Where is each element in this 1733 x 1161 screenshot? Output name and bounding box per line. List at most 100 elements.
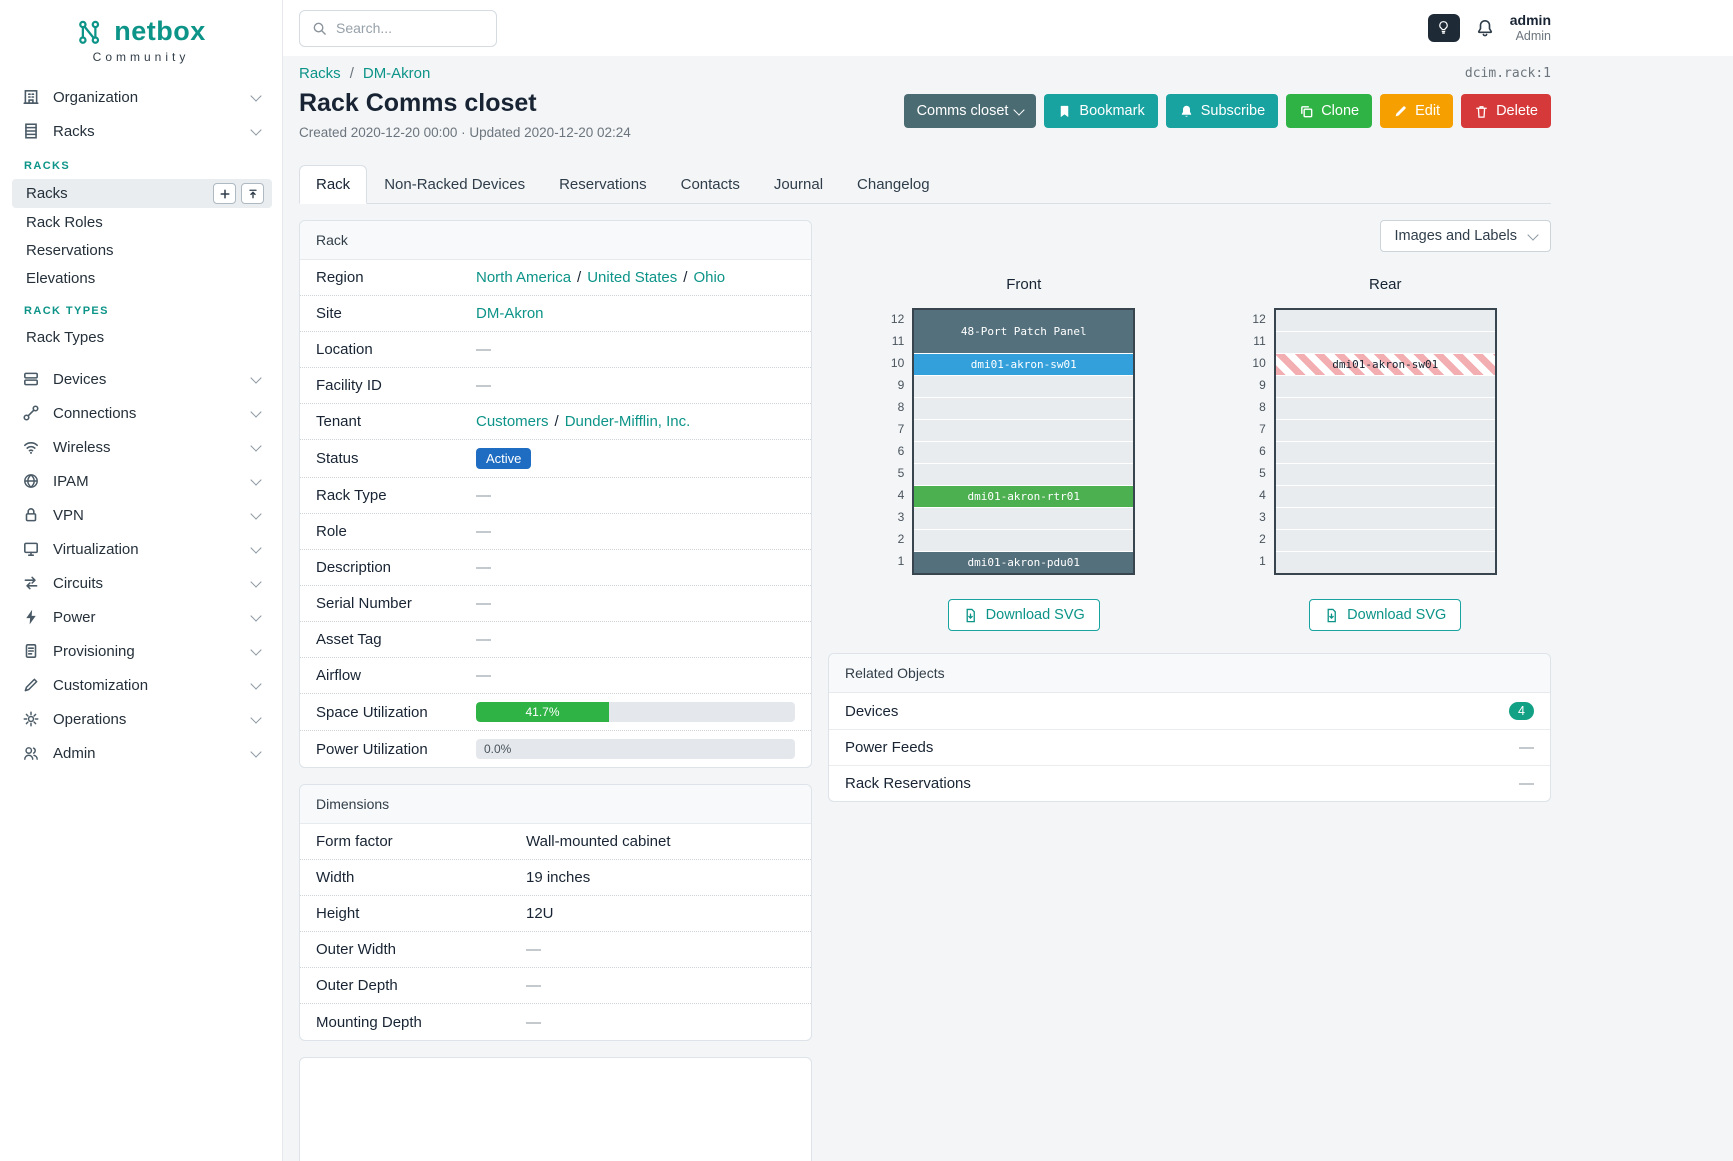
sidebar-item-customization[interactable]: Customization bbox=[12, 668, 272, 702]
related-row-rack-reservations[interactable]: Rack Reservations — bbox=[829, 765, 1550, 801]
rack-unit-empty bbox=[1275, 332, 1495, 353]
chevron-down-icon bbox=[250, 507, 262, 520]
attr-row-rack-type: Rack Type — bbox=[300, 478, 811, 514]
delete-label: Delete bbox=[1496, 103, 1538, 119]
edit-button[interactable]: Edit bbox=[1380, 94, 1454, 128]
rack-unit-device[interactable]: dmi01-akron-pdu01 bbox=[914, 552, 1134, 573]
tenant-link[interactable]: Dunder-Mifflin, Inc. bbox=[564, 413, 691, 430]
tab-rack[interactable]: Rack bbox=[299, 165, 368, 204]
bookmark-label: Bookmark bbox=[1079, 103, 1145, 119]
rack-unit-empty bbox=[1275, 508, 1495, 529]
add-rack-button[interactable] bbox=[213, 183, 236, 204]
notifications-button[interactable] bbox=[1475, 18, 1495, 38]
subscribe-label: Subscribe bbox=[1200, 103, 1266, 119]
rack-unit-device[interactable]: dmi01-akron-sw01 bbox=[914, 354, 1134, 375]
tab-journal[interactable]: Journal bbox=[773, 176, 824, 193]
rack-unit-empty bbox=[914, 464, 1134, 485]
sidebar-item-admin[interactable]: Admin bbox=[12, 736, 272, 770]
unit-number: 9 bbox=[1259, 378, 1266, 392]
related-row-devices[interactable]: Devices 4 bbox=[829, 693, 1550, 729]
tenant-group-link[interactable]: Customers bbox=[476, 413, 549, 430]
wireless-icon bbox=[22, 438, 40, 456]
rack-unit-device[interactable]: dmi01-akron-sw01 bbox=[1275, 354, 1495, 375]
rack-unit-empty bbox=[914, 530, 1134, 551]
sidebar-item-rack-types[interactable]: Rack Types bbox=[12, 324, 272, 351]
sidebar-item-ipam[interactable]: IPAM bbox=[12, 464, 272, 498]
search-icon bbox=[313, 22, 326, 35]
rack-unit-device[interactable]: dmi01-akron-rtr01 bbox=[914, 486, 1134, 507]
sidebar-item-circuits[interactable]: Circuits bbox=[12, 566, 272, 600]
sidebar-item-organization[interactable]: Organization bbox=[12, 80, 272, 114]
download-svg-rear-button[interactable]: Download SVG bbox=[1309, 599, 1462, 631]
sidebar-item-vpn[interactable]: VPN bbox=[12, 498, 272, 532]
bookmark-button[interactable]: Bookmark bbox=[1044, 94, 1158, 128]
user-menu[interactable]: admin Admin bbox=[1510, 12, 1551, 44]
context-dropdown-button[interactable]: Comms closet bbox=[903, 94, 1037, 128]
bookmark-icon bbox=[1061, 105, 1069, 117]
sidebar-item-label: IPAM bbox=[53, 472, 89, 490]
brand[interactable]: netbox Community bbox=[0, 0, 282, 68]
tab-non-racked-devices[interactable]: Non-Racked Devices bbox=[384, 176, 526, 193]
images-and-labels-select[interactable]: Images and Labels bbox=[1380, 220, 1551, 252]
theme-toggle-button[interactable] bbox=[1427, 13, 1460, 42]
unit-number: 2 bbox=[1259, 532, 1266, 546]
sidebar-item-virtualization[interactable]: Virtualization bbox=[12, 532, 272, 566]
breadcrumb: Racks / DM-Akron bbox=[299, 65, 430, 82]
tab-changelog[interactable]: Changelog bbox=[857, 176, 930, 193]
unit-number: 11 bbox=[891, 334, 905, 348]
sidebar-item-elevations[interactable]: Elevations bbox=[12, 265, 272, 292]
sidebar-item-label: Organization bbox=[53, 88, 139, 106]
chevron-down-icon bbox=[250, 711, 262, 724]
import-racks-button[interactable] bbox=[241, 183, 264, 204]
download-svg-front-button[interactable]: Download SVG bbox=[947, 599, 1100, 631]
sidebar-item-wireless[interactable]: Wireless bbox=[12, 430, 272, 464]
site-link[interactable]: DM-Akron bbox=[476, 305, 544, 322]
related-row-power-feeds[interactable]: Power Feeds — bbox=[829, 729, 1550, 765]
sidebar-item-provisioning[interactable]: Provisioning bbox=[12, 634, 272, 668]
power-utilization-bar: 0.0% bbox=[476, 739, 795, 759]
delete-button[interactable]: Delete bbox=[1461, 94, 1551, 128]
lightbulb-icon bbox=[1439, 21, 1449, 35]
page-title: Rack Comms closet bbox=[299, 89, 537, 117]
customization-icon bbox=[22, 676, 40, 694]
sidebar-item-label: Racks bbox=[26, 185, 68, 202]
dimensions-panel: Dimensions Form factor Wall-mounted cabi… bbox=[299, 784, 812, 1041]
sidebar-item-racks-group[interactable]: Racks bbox=[12, 114, 272, 148]
tab-contacts[interactable]: Contacts bbox=[680, 176, 740, 193]
sidebar-item-label: Rack Roles bbox=[26, 214, 103, 231]
download-svg-label: Download SVG bbox=[985, 607, 1085, 623]
unit-number: 12 bbox=[1252, 312, 1266, 326]
racks-icon bbox=[22, 122, 40, 140]
sidebar-item-connections[interactable]: Connections bbox=[12, 396, 272, 430]
unit-number: 6 bbox=[1259, 444, 1266, 458]
sidebar-item-reservations[interactable]: Reservations bbox=[12, 237, 272, 264]
related-row-value: — bbox=[1519, 739, 1534, 756]
brand-name: netbox bbox=[114, 16, 206, 46]
region-link-ohio[interactable]: Ohio bbox=[693, 269, 726, 286]
sidebar-item-operations[interactable]: Operations bbox=[12, 702, 272, 736]
related-row-label: Power Feeds bbox=[845, 739, 934, 756]
search-input[interactable] bbox=[336, 20, 484, 36]
region-link-north-america[interactable]: North America bbox=[476, 269, 572, 286]
region-link-united-states[interactable]: United States bbox=[587, 269, 678, 286]
organization-icon bbox=[22, 88, 40, 106]
sidebar-item-label: Circuits bbox=[53, 574, 104, 592]
breadcrumb-link-racks[interactable]: Racks bbox=[299, 65, 341, 82]
sidebar-item-racks[interactable]: Racks bbox=[12, 179, 272, 208]
clone-button[interactable]: Clone bbox=[1286, 94, 1373, 128]
subscribe-button[interactable]: Subscribe bbox=[1165, 94, 1279, 128]
sidebar-item-power[interactable]: Power bbox=[12, 600, 272, 634]
unit-number: 10 bbox=[1252, 356, 1266, 370]
sidebar-item-devices[interactable]: Devices bbox=[12, 362, 272, 396]
rack-unit-empty bbox=[1275, 464, 1495, 485]
images-and-labels-label: Images and Labels bbox=[1394, 228, 1517, 244]
breadcrumb-separator: / bbox=[349, 65, 354, 82]
sidebar-item-label: Operations bbox=[53, 710, 127, 728]
search-box[interactable] bbox=[299, 9, 497, 47]
sidebar-item-rack-roles[interactable]: Rack Roles bbox=[12, 209, 272, 236]
breadcrumb-link-dm-akron[interactable]: DM-Akron bbox=[362, 65, 431, 82]
attr-row-role: Role — bbox=[300, 514, 811, 550]
rack-unit-device[interactable]: 48-Port Patch Panel bbox=[914, 310, 1134, 353]
tab-reservations[interactable]: Reservations bbox=[559, 176, 647, 193]
sidebar-item-label: Rack Types bbox=[26, 329, 105, 346]
